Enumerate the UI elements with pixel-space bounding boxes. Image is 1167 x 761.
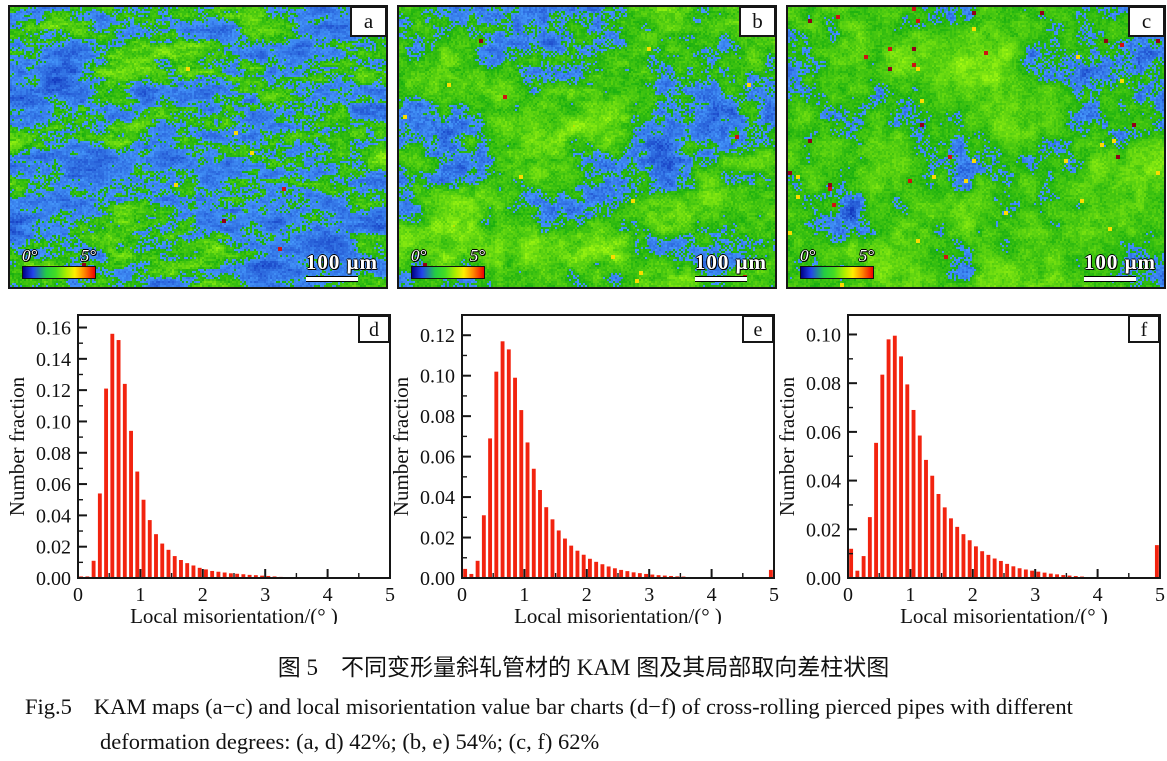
svg-text:1: 1 [135, 584, 145, 606]
kam-map-panel-a: a 0° 5° 100 μm [8, 5, 388, 289]
svg-text:e: e [754, 319, 763, 341]
kam-colorbar-labels: 0° 5° [411, 246, 485, 266]
colorbar-min-label: 0° [800, 246, 816, 265]
figure-number: Fig.5 [25, 694, 72, 719]
svg-text:4: 4 [323, 584, 333, 606]
svg-text:Number fraction: Number fraction [778, 376, 799, 516]
svg-text:d: d [369, 319, 379, 341]
colorbar-min-label: 0° [22, 246, 38, 265]
svg-text:0.02: 0.02 [420, 528, 455, 550]
svg-text:0.00: 0.00 [36, 568, 71, 590]
caption-chinese: 图 5 不同变形量斜轧管材的 KAM 图及其局部取向差柱状图 [277, 655, 890, 680]
kam-map-panel-c: c 0° 5° 100 μm [786, 5, 1166, 289]
svg-text:Local misorientation/(° ): Local misorientation/(° ) [514, 604, 722, 624]
svg-text:Number fraction: Number fraction [8, 376, 29, 516]
svg-text:0: 0 [843, 584, 853, 606]
svg-text:0.08: 0.08 [420, 406, 455, 428]
bar-chart-panel-d: 0 1 2 3 4 5 0.00 0.02 0.04 0.06 0.08 0.10 0.12 0.14 0.… [8, 308, 398, 624]
svg-text:5: 5 [1155, 584, 1165, 606]
svg-text:0.04: 0.04 [806, 471, 841, 493]
panel-letter-c: c [1128, 6, 1165, 37]
svg-text:0.08: 0.08 [806, 373, 841, 395]
svg-text:0.10: 0.10 [806, 324, 841, 346]
svg-text:Number fraction: Number fraction [392, 376, 413, 516]
svg-text:2: 2 [968, 584, 978, 606]
kam-map-image-c [788, 7, 1164, 287]
svg-text:5: 5 [385, 584, 395, 606]
kam-colorbar-c: 0° 5° [800, 246, 874, 279]
panel-letter-a: a [350, 6, 387, 37]
caption-english-line2: deformation degrees: (a, d) 42%; (b, e) … [100, 729, 600, 754]
scale-bar-b: 100 μm [694, 250, 767, 281]
svg-text:0.02: 0.02 [806, 519, 841, 541]
kam-map-panel-b: b 0° 5° 100 μm [397, 5, 777, 289]
svg-text:0.12: 0.12 [36, 380, 71, 402]
svg-text:2: 2 [198, 584, 208, 606]
svg-text:0.00: 0.00 [420, 568, 455, 590]
svg-text:4: 4 [707, 584, 717, 606]
svg-text:4: 4 [1093, 584, 1103, 606]
svg-text:5: 5 [769, 584, 779, 606]
colorbar-max-label: 5° [469, 246, 485, 265]
kam-colorbar-labels: 0° 5° [800, 246, 874, 266]
colorbar-min-label: 0° [411, 246, 427, 265]
svg-text:0.06: 0.06 [420, 447, 455, 469]
svg-text:3: 3 [1030, 584, 1040, 606]
svg-text:Local misorientation/(° ): Local misorientation/(° ) [900, 604, 1108, 624]
bar-chart-d: 0 1 2 3 4 5 0.00 0.02 0.04 0.06 0.08 0.10 0.12 0.14 0.… [8, 314, 395, 624]
panel-letter-b: b [739, 6, 776, 37]
kam-colorbar-gradient [411, 266, 485, 279]
bar-chart-panel-e: 0 1 2 3 4 5 0.00 0.02 0.04 0.06 0.08 0.10 0.12 Local … [392, 308, 782, 624]
svg-text:1: 1 [905, 584, 915, 606]
colorbar-max-label: 5° [858, 246, 874, 265]
svg-text:0.10: 0.10 [36, 411, 71, 433]
svg-text:0.04: 0.04 [36, 505, 71, 527]
bar-chart-e: 0 1 2 3 4 5 0.00 0.02 0.04 0.06 0.08 0.10 0.12 Local … [392, 314, 779, 624]
kam-map-image-b [399, 7, 775, 287]
svg-text:0.14: 0.14 [36, 349, 71, 371]
scale-bar-text: 100 μm [1083, 250, 1156, 274]
svg-text:0.16: 0.16 [36, 318, 71, 340]
svg-text:0.12: 0.12 [420, 325, 455, 347]
kam-colorbar-gradient [800, 266, 874, 279]
scale-bar-text: 100 μm [305, 250, 378, 274]
scale-bar-line [1083, 277, 1136, 281]
caption-english-line1: Fig.5 KAM maps (a−c) and local misorienta… [25, 694, 1155, 720]
svg-text:0.04: 0.04 [420, 487, 455, 509]
kam-colorbar-gradient [22, 266, 96, 279]
svg-text:Local misorientation/(° ): Local misorientation/(° ) [130, 604, 338, 624]
svg-text:0.00: 0.00 [806, 568, 841, 590]
svg-text:1: 1 [519, 584, 529, 606]
svg-text:0.08: 0.08 [36, 443, 71, 465]
svg-text:0.10: 0.10 [420, 366, 455, 388]
scale-bar-line [694, 277, 747, 281]
svg-text:0.02: 0.02 [36, 537, 71, 559]
svg-text:2: 2 [582, 584, 592, 606]
scale-bar-a: 100 μm [305, 250, 378, 281]
kam-colorbar-labels: 0° 5° [22, 246, 96, 266]
svg-text:3: 3 [260, 584, 270, 606]
bar-chart-panel-f: 0 1 2 3 4 5 0.00 0.02 0.04 0.06 0.08 0.10 Local miso… [778, 308, 1167, 624]
bar-chart-f: 0 1 2 3 4 5 0.00 0.02 0.04 0.06 0.08 0.10 Local miso… [778, 314, 1165, 624]
svg-text:0: 0 [457, 584, 467, 606]
kam-colorbar-b: 0° 5° [411, 246, 485, 279]
svg-text:3: 3 [644, 584, 654, 606]
scale-bar-text: 100 μm [694, 250, 767, 274]
svg-text:0.06: 0.06 [36, 474, 71, 496]
svg-text:0.06: 0.06 [806, 422, 841, 444]
colorbar-max-label: 5° [80, 246, 96, 265]
scale-bar-line [305, 277, 358, 281]
kam-map-image-a [10, 7, 386, 287]
scale-bar-c: 100 μm [1083, 250, 1156, 281]
svg-text:f: f [1141, 319, 1148, 341]
caption-english-text: KAM maps (a−c) and local misorientation … [93, 694, 1073, 719]
svg-text:0: 0 [73, 584, 83, 606]
kam-colorbar-a: 0° 5° [22, 246, 96, 279]
